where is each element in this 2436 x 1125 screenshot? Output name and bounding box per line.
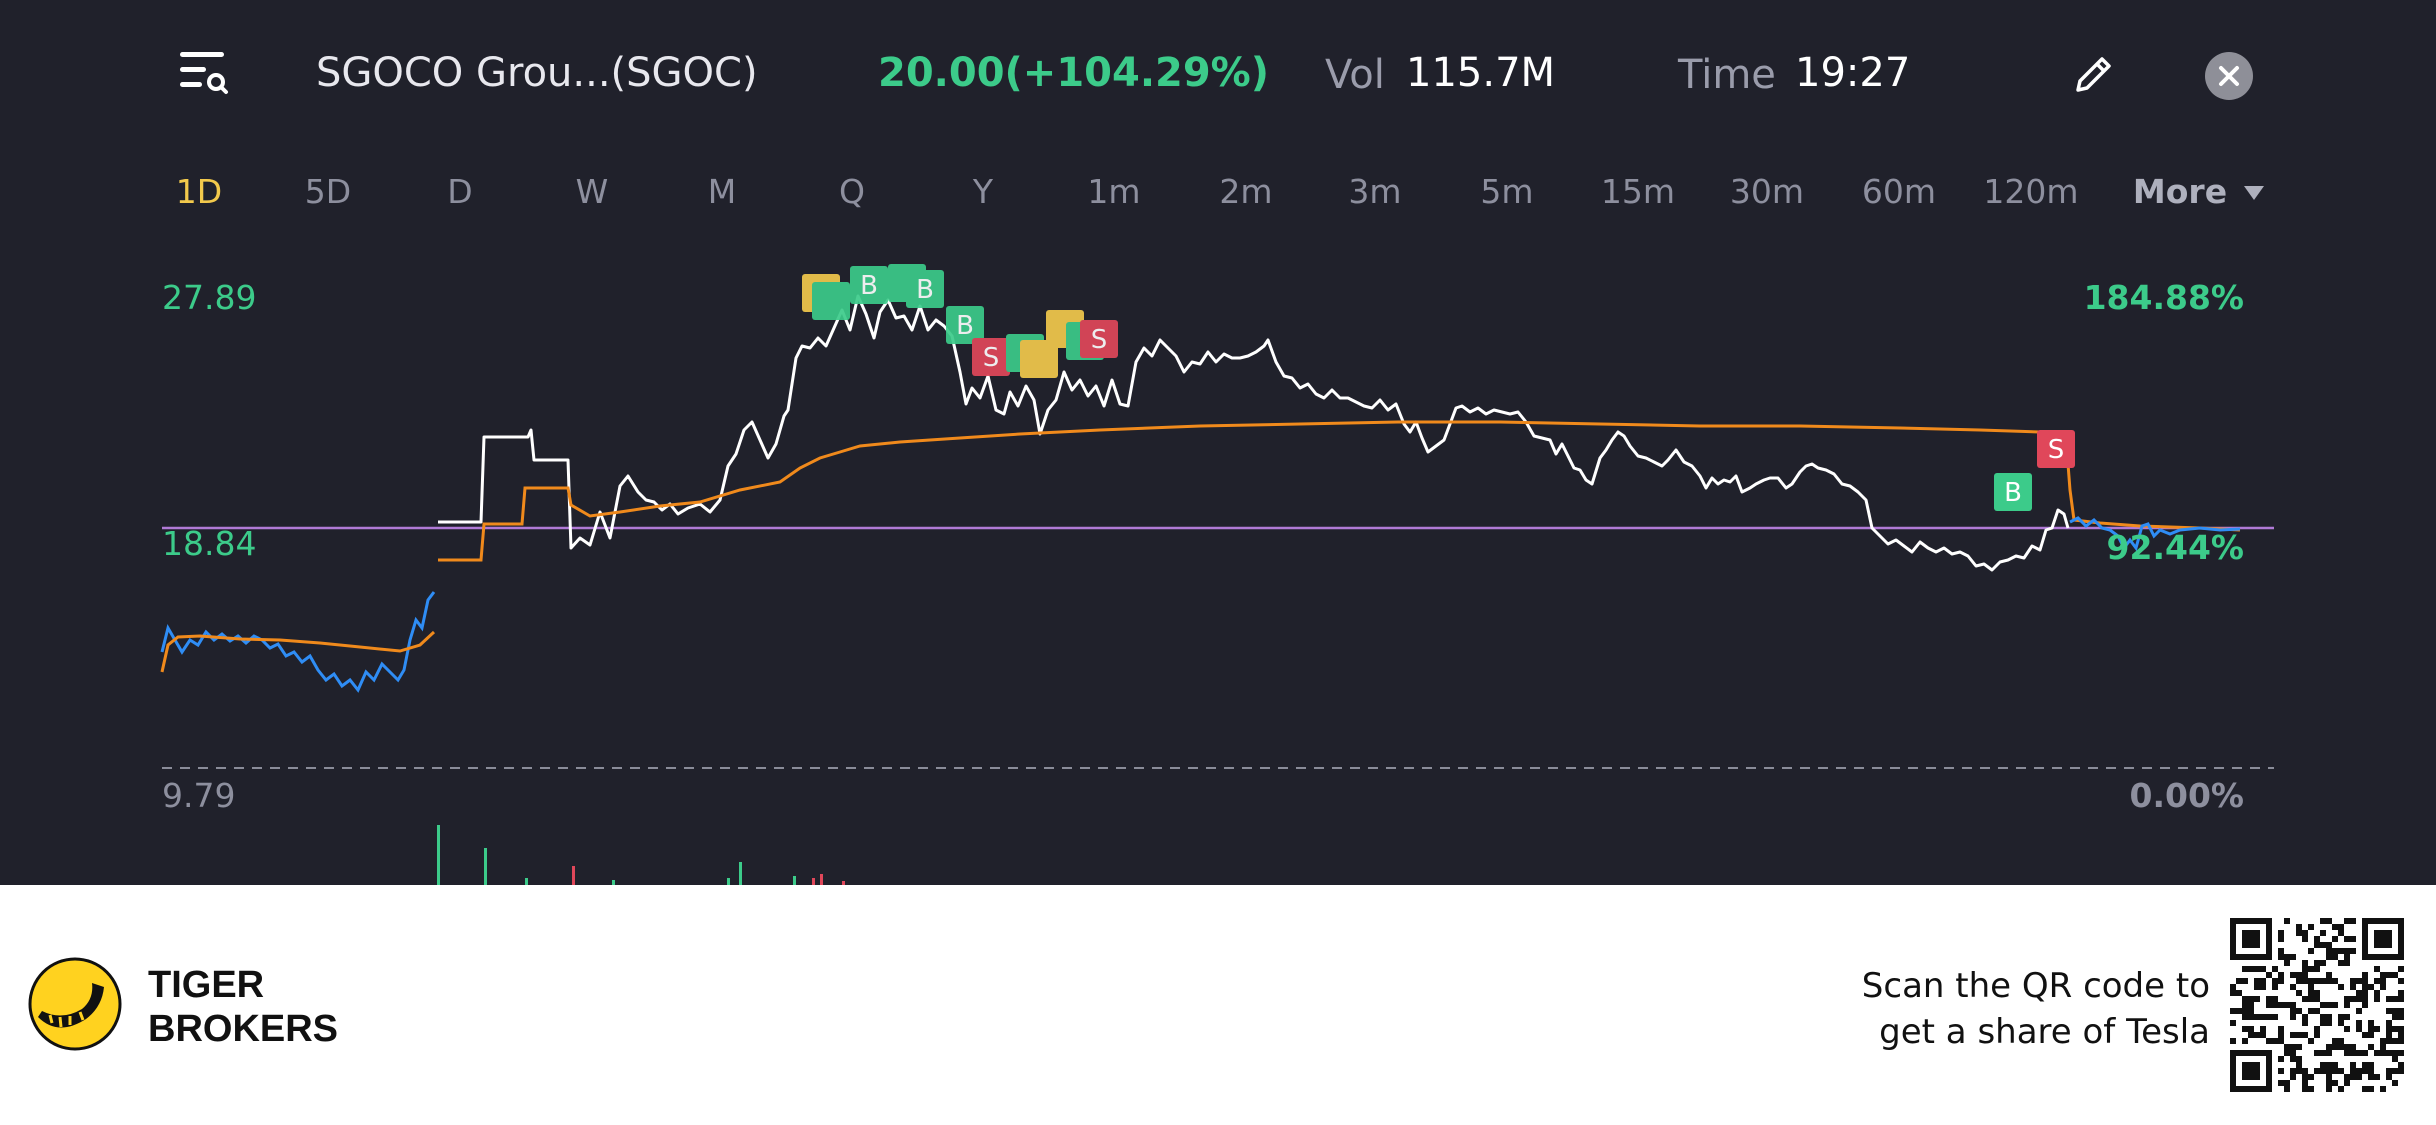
premarket-avg-line (160, 630, 436, 673)
trade-marker-label: B (860, 271, 878, 301)
volume-label: Vol (1325, 52, 1385, 98)
brand-name: TIGER BROKERS (148, 963, 338, 1051)
price-line (438, 294, 2070, 572)
trade-marker-label: S (983, 343, 1000, 373)
time-label: Time (1678, 52, 1776, 98)
ticker-title[interactable]: SGOCO Grou...(SGOC) (316, 50, 758, 96)
trade-marker-label: B (916, 275, 934, 305)
trade-marker-label: B (956, 311, 974, 341)
promo-footer: TIGER BROKERS Scan the QR code to get a … (0, 885, 2436, 1125)
tab-5m[interactable]: 5m (1480, 172, 1534, 211)
timeframe-tabs: 1D 5D D W M Q Y 1m 2m 3m 5m 15m 30m 60m … (0, 172, 2436, 224)
pct-axis-max-label: 184.88% (2083, 278, 2244, 317)
trade-marker[interactable]: S (2037, 430, 2075, 468)
y-axis-max-label: 27.89 (162, 278, 257, 317)
volume-bar (812, 878, 815, 885)
promo-text: Scan the QR code to get a share of Tesla (1862, 963, 2210, 1055)
brand-line-2: BROKERS (148, 1008, 339, 1050)
tab-3m[interactable]: 3m (1348, 172, 1402, 211)
tab-120m[interactable]: 120m (1983, 172, 2079, 211)
trade-marker[interactable]: B (1994, 473, 2032, 511)
tiger-logo-icon (28, 957, 122, 1051)
volume-bar (793, 876, 796, 885)
close-icon[interactable] (2205, 52, 2253, 100)
tab-2m[interactable]: 2m (1219, 172, 1273, 211)
pencil-icon[interactable] (2070, 50, 2118, 98)
price-change: 20.00(+104.29%) (878, 50, 1270, 96)
volume-bar (525, 878, 528, 885)
avg-price-line (438, 420, 2241, 562)
volume-bar (820, 874, 823, 885)
y-axis-min-label: 9.79 (162, 776, 236, 815)
time-value: 19:27 (1795, 50, 1911, 96)
search-list-icon[interactable] (176, 48, 232, 100)
promo-line-1: Scan the QR code to (1861, 966, 2210, 1006)
volume-bar (612, 880, 615, 885)
tab-w[interactable]: W (575, 172, 609, 211)
promo-line-2: get a share of Tesla (1879, 1012, 2210, 1052)
tab-30m[interactable]: 30m (1729, 172, 1805, 211)
volume-bar (842, 881, 845, 885)
tab-q[interactable]: Q (839, 172, 865, 211)
tab-5d[interactable]: 5D (304, 172, 352, 211)
tab-1m[interactable]: 1m (1087, 172, 1141, 211)
chart-screen: SGOCO Grou...(SGOC) 20.00(+104.29%) Vol … (0, 0, 2436, 885)
triangle-down-icon[interactable] (2244, 186, 2264, 200)
volume-value: 115.7M (1406, 50, 1556, 96)
volume-bar (484, 848, 487, 885)
tab-y[interactable]: Y (972, 172, 994, 211)
qr-code-icon[interactable] (2230, 918, 2404, 1092)
tab-d[interactable]: D (447, 172, 473, 211)
tab-15m[interactable]: 15m (1600, 172, 1676, 211)
tab-m[interactable]: M (707, 172, 737, 211)
volume-bars (437, 825, 845, 885)
pct-axis-mid-label: 92.44% (2106, 528, 2244, 567)
pct-axis-min-label: 0.00% (2129, 776, 2245, 815)
trade-marker-cluster[interactable]: B B B S S (802, 264, 1118, 378)
afterhours-price-line (2069, 516, 2241, 552)
volume-bar (739, 862, 742, 885)
y-axis-mid-label: 18.84 (162, 524, 257, 563)
intraday-chart[interactable]: S B B B B S S (0, 0, 2436, 885)
premarket-price-line (160, 591, 436, 693)
trade-marker-label: B (2004, 478, 2022, 508)
header-bar: SGOCO Grou...(SGOC) 20.00(+104.29%) Vol … (0, 0, 2436, 150)
brand-line-1: TIGER (148, 964, 265, 1006)
volume-bar (437, 825, 440, 885)
tab-60m[interactable]: 60m (1861, 172, 1937, 211)
volume-bar (727, 878, 730, 885)
more-button[interactable]: More (2132, 172, 2228, 211)
volume-bar (572, 866, 575, 885)
tab-1d[interactable]: 1D (175, 172, 223, 211)
trade-marker-label: S (2048, 435, 2065, 465)
trade-marker-label: S (1091, 325, 1108, 355)
